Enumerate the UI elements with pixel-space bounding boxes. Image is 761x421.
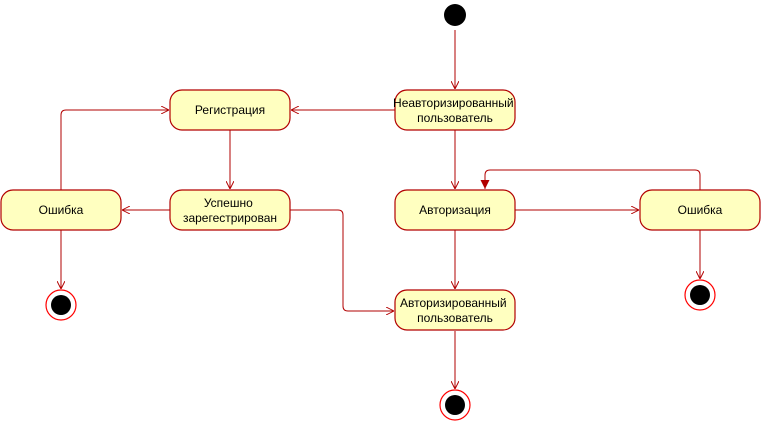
state-authorization-error-label: Ошибка [678,203,723,217]
state-unauthorized-user-label: Неавторизированный пользователь [393,96,517,125]
state-registered: Успешно зарегестрирован [169,189,291,231]
state-registration: Регистрация [169,89,291,131]
transitions [61,30,700,389]
state-unauthorized-user: Неавторизированный пользователь [393,89,517,131]
initial-node [444,4,466,26]
state-registration-label: Регистрация [195,103,265,117]
final-node-registration-error [45,289,77,321]
state-authorization-error: Ошибка [639,189,761,231]
state-registration-error: Ошибка [0,189,122,231]
final-node-authorization-error [684,279,716,311]
state-authorization: Авторизация [394,189,516,231]
state-registration-error-label: Ошибка [39,203,84,217]
final-node-authorized [439,389,471,421]
state-authorized-user-label: Авторизированный пользователь [400,296,510,325]
transition-reg-error-to-registration [60,110,169,190]
state-registered-label: Успешно зарегестрирован [183,196,277,225]
state-authorized-user: Авторизированный пользователь [394,289,516,331]
state-authorization-label: Авторизация [419,203,491,217]
transition-registered-to-authorized [290,209,394,311]
transition-auth-error-to-authorization [480,169,701,190]
